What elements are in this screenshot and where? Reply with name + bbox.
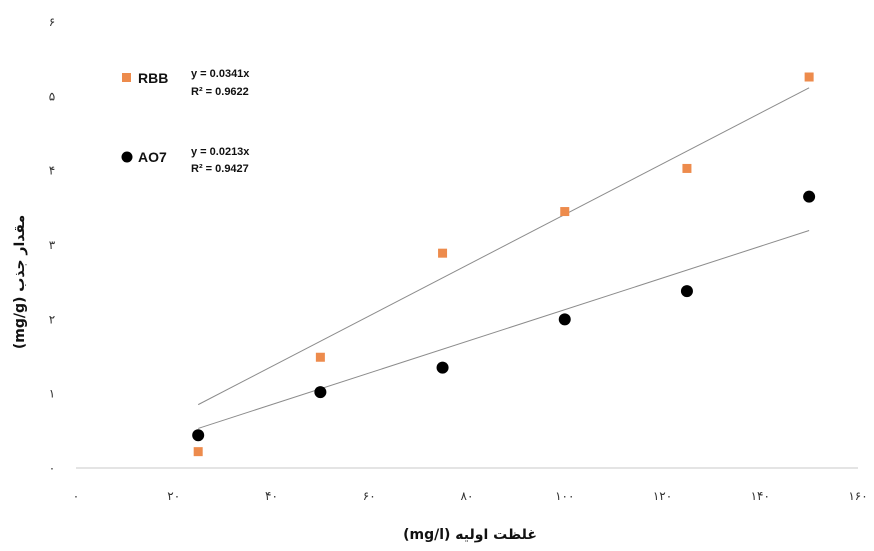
x-tick-label: ۶۰ [363,489,376,503]
legend-marker-rbb [122,73,131,82]
x-axis-title: غلظت اولیه (mg/l) [403,527,537,543]
x-tick-label: ۸۰ [461,489,474,503]
ao7-data-point [680,285,693,298]
y-tick-label: ۵ [49,89,55,103]
x-tick-label: ۱۴۰ [751,489,770,503]
legend-label-ao7: AO7 [138,149,167,165]
rbb-trendline [197,87,810,406]
y-tick-label: ۴ [49,164,55,178]
ao7-data-point [436,361,449,374]
y-tick-label: ۲ [49,312,55,326]
y-axis-title: مقدار جذب (mg/g) [12,215,28,349]
rbb-equation: y = 0.0341x [191,68,250,80]
legend-marker-ao7 [121,151,133,163]
ao7-r2: R² = 0.9427 [191,163,249,175]
y-tick-label: ۳ [49,238,56,252]
rbb-data-point [804,72,814,82]
rbb-data-point [315,352,325,362]
x-tick-label: ۴۰ [265,489,278,503]
ao7-data-point [803,190,816,203]
rbb-data-point [438,248,448,258]
rbb-data-point [560,207,570,217]
ao7-data-point [192,429,205,442]
legend-label-rbb: RBB [138,70,168,86]
ao7-data-point [314,386,327,399]
rbb-data-point [193,447,203,457]
rbb-r2: R² = 0.9622 [191,86,249,98]
legend: RBB AO7 [121,70,168,165]
ao7-trendline [198,230,810,429]
x-tick-label: ۱۶۰ [848,489,867,503]
x-tick-label: ۱۰۰ [555,489,574,503]
x-tick-label: ۰ [73,489,79,503]
y-tick-label: ۶ [49,15,55,29]
y-tick-label: ۱ [49,387,55,401]
x-tick-label: ۱۲۰ [653,489,672,503]
x-tick-label: ۲۰ [167,489,180,503]
y-tick-label: ۰ [49,461,55,475]
trendline-equations: y = 0.0341x R² = 0.9622 y = 0.0213x R² =… [191,68,250,175]
ao7-equation: y = 0.0213x [191,146,250,158]
rbb-data-point [682,163,692,173]
ao7-data-point [558,313,571,326]
